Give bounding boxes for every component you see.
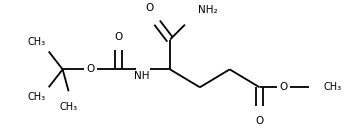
Text: O: O — [86, 64, 95, 74]
Text: O: O — [279, 82, 287, 92]
Text: O: O — [114, 32, 122, 42]
Text: CH₃: CH₃ — [323, 82, 341, 92]
Text: NH: NH — [135, 71, 150, 81]
Text: O: O — [256, 116, 264, 126]
Text: CH₃: CH₃ — [28, 92, 46, 102]
Text: CH₃: CH₃ — [59, 102, 78, 112]
Text: CH₃: CH₃ — [28, 37, 46, 47]
Text: O: O — [145, 3, 153, 13]
Text: NH₂: NH₂ — [198, 5, 217, 15]
